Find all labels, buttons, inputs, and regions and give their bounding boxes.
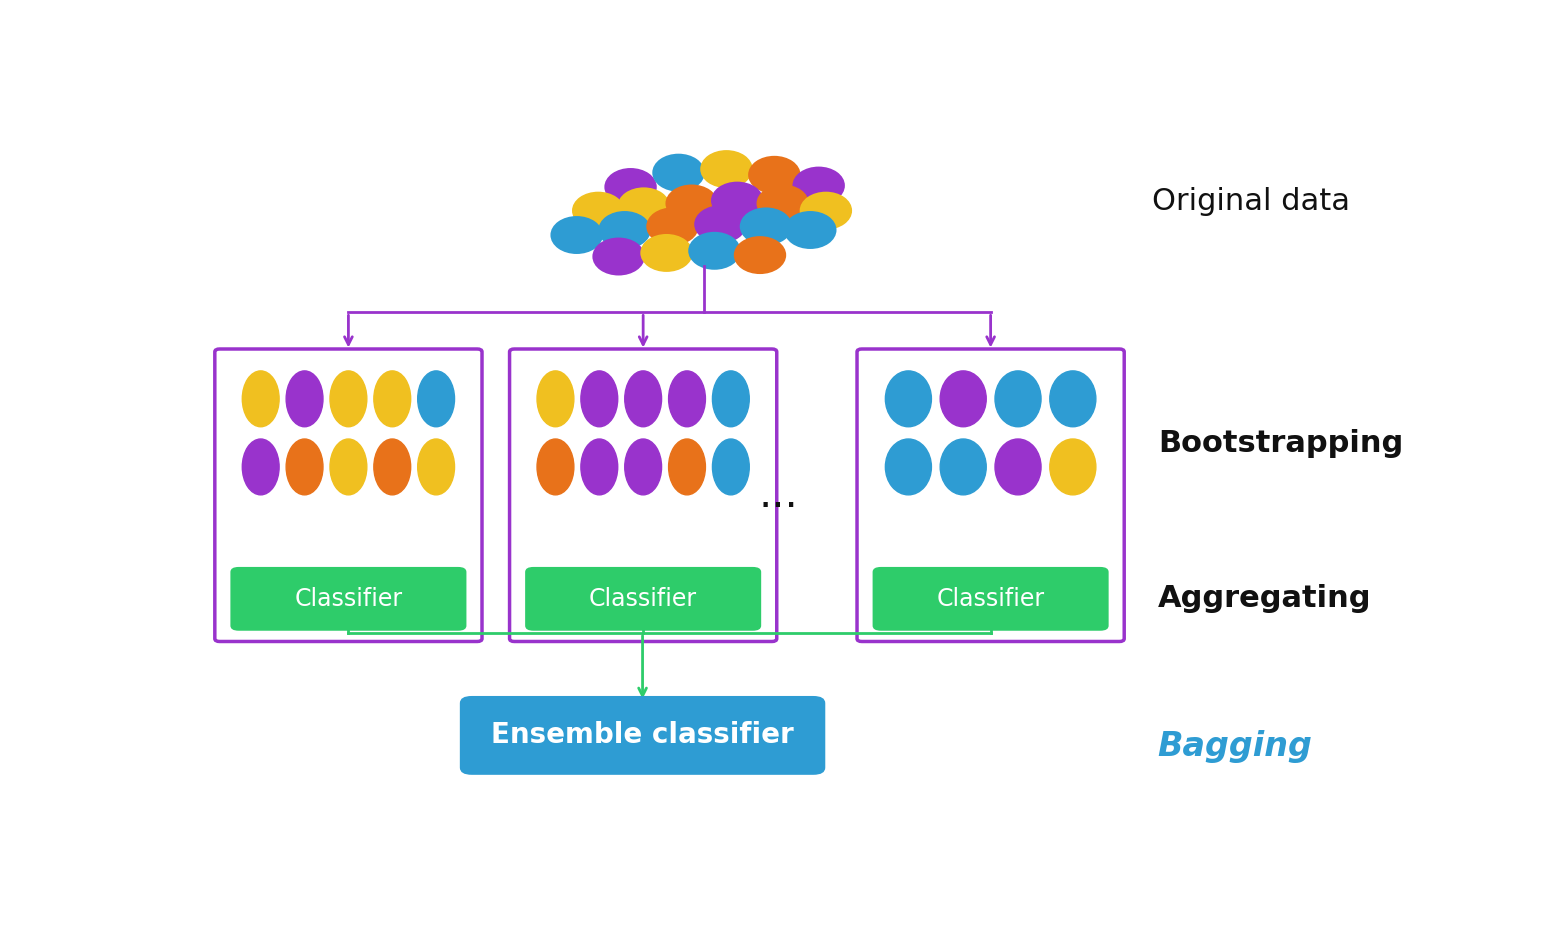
FancyBboxPatch shape — [459, 696, 826, 775]
Ellipse shape — [801, 193, 850, 229]
Ellipse shape — [243, 439, 280, 495]
Ellipse shape — [654, 155, 703, 191]
Ellipse shape — [329, 439, 366, 495]
Ellipse shape — [552, 217, 601, 253]
Ellipse shape — [625, 371, 662, 426]
Text: Bagging: Bagging — [1158, 730, 1313, 762]
Ellipse shape — [581, 371, 618, 426]
Ellipse shape — [594, 238, 643, 275]
Ellipse shape — [996, 439, 1040, 495]
Ellipse shape — [758, 185, 809, 222]
Text: Original data: Original data — [1152, 187, 1350, 216]
Ellipse shape — [886, 439, 931, 495]
FancyBboxPatch shape — [215, 349, 482, 641]
Ellipse shape — [625, 439, 662, 495]
Ellipse shape — [666, 185, 717, 222]
Ellipse shape — [690, 233, 739, 269]
FancyBboxPatch shape — [510, 349, 776, 641]
Text: Classifier: Classifier — [294, 587, 402, 611]
Ellipse shape — [648, 209, 697, 244]
Ellipse shape — [734, 237, 785, 273]
Ellipse shape — [574, 193, 623, 229]
Text: Classifier: Classifier — [589, 587, 697, 611]
Ellipse shape — [1050, 439, 1096, 495]
Ellipse shape — [702, 151, 751, 187]
Ellipse shape — [750, 157, 799, 193]
Ellipse shape — [618, 188, 669, 224]
FancyBboxPatch shape — [230, 567, 467, 630]
FancyBboxPatch shape — [526, 567, 761, 630]
Text: ...: ... — [758, 474, 798, 517]
Ellipse shape — [713, 439, 750, 495]
Ellipse shape — [417, 439, 455, 495]
Ellipse shape — [243, 371, 280, 426]
Ellipse shape — [374, 371, 411, 426]
Ellipse shape — [581, 439, 618, 495]
Ellipse shape — [417, 371, 455, 426]
Ellipse shape — [668, 371, 705, 426]
Ellipse shape — [286, 439, 323, 495]
Ellipse shape — [785, 212, 835, 248]
Text: Classifier: Classifier — [937, 587, 1045, 611]
Ellipse shape — [606, 169, 656, 205]
Ellipse shape — [374, 439, 411, 495]
Ellipse shape — [286, 371, 323, 426]
Ellipse shape — [940, 439, 986, 495]
Ellipse shape — [1050, 371, 1096, 426]
Ellipse shape — [536, 371, 574, 426]
Text: Ensemble classifier: Ensemble classifier — [492, 722, 795, 749]
Text: Bootstrapping: Bootstrapping — [1158, 429, 1404, 458]
Ellipse shape — [536, 439, 574, 495]
Ellipse shape — [668, 439, 705, 495]
Ellipse shape — [696, 207, 745, 242]
Ellipse shape — [741, 209, 792, 244]
Ellipse shape — [793, 168, 844, 204]
Ellipse shape — [996, 371, 1040, 426]
Text: Aggregating: Aggregating — [1158, 585, 1371, 614]
Ellipse shape — [642, 235, 691, 271]
Ellipse shape — [886, 371, 931, 426]
Ellipse shape — [329, 371, 366, 426]
Ellipse shape — [713, 182, 762, 219]
Ellipse shape — [713, 371, 750, 426]
Ellipse shape — [600, 212, 649, 248]
FancyBboxPatch shape — [872, 567, 1108, 630]
Ellipse shape — [940, 371, 986, 426]
FancyBboxPatch shape — [856, 349, 1124, 641]
